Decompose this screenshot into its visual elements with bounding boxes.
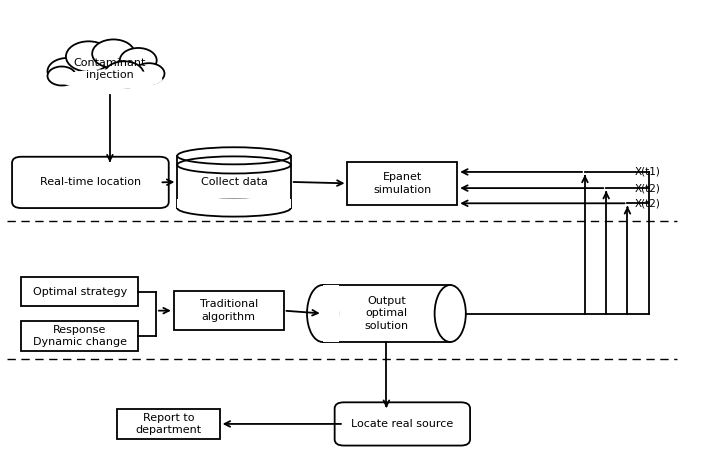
Text: Response
Dynamic change: Response Dynamic change — [33, 324, 127, 347]
Bar — [177, 199, 291, 208]
FancyBboxPatch shape — [335, 402, 470, 446]
Circle shape — [104, 61, 144, 88]
Ellipse shape — [435, 285, 466, 342]
Text: Report to
department: Report to department — [135, 413, 201, 435]
Bar — [177, 156, 291, 208]
Circle shape — [120, 48, 157, 73]
Text: Locate real source: Locate real source — [351, 419, 454, 429]
Ellipse shape — [177, 147, 291, 164]
Bar — [117, 408, 220, 439]
Circle shape — [48, 66, 76, 85]
Text: X(t1): X(t1) — [635, 167, 660, 177]
Text: Output
optimal
solution: Output optimal solution — [364, 296, 408, 331]
Bar — [174, 291, 284, 330]
Circle shape — [66, 41, 111, 72]
Text: Contaminant
injection: Contaminant injection — [74, 57, 146, 80]
Circle shape — [133, 63, 164, 84]
Bar — [323, 285, 450, 342]
Ellipse shape — [177, 200, 291, 217]
Bar — [323, 285, 339, 342]
Bar — [347, 162, 457, 205]
Text: Traditional
algorithm: Traditional algorithm — [199, 299, 258, 322]
Ellipse shape — [307, 285, 338, 342]
Text: X(t2): X(t2) — [635, 183, 660, 193]
Bar — [21, 321, 138, 351]
Text: X(t2): X(t2) — [635, 198, 660, 209]
Text: Real-time location: Real-time location — [40, 177, 141, 188]
Ellipse shape — [57, 69, 162, 89]
Text: Epanet
simulation: Epanet simulation — [373, 172, 432, 195]
Circle shape — [48, 58, 87, 85]
Circle shape — [92, 39, 135, 68]
FancyBboxPatch shape — [12, 157, 169, 208]
Text: Optimal strategy: Optimal strategy — [33, 286, 127, 297]
Ellipse shape — [58, 66, 161, 89]
Bar — [21, 277, 138, 306]
Text: Collect data: Collect data — [201, 177, 267, 187]
